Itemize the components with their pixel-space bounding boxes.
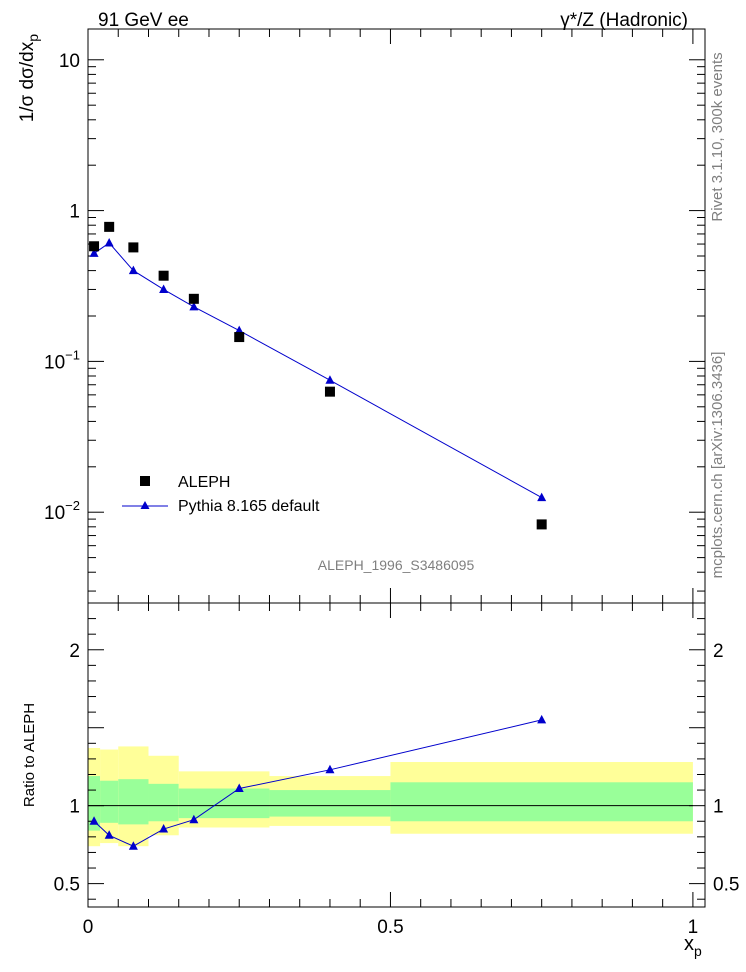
ratio-line	[93, 719, 542, 847]
ratio-y-tick-label-right: 2	[713, 641, 724, 662]
analysis-id: ALEPH_1996_S3486095	[318, 557, 475, 573]
ratio-frame	[87, 602, 706, 908]
mc-point	[89, 248, 99, 257]
title-right: γ*/Z (Hadronic)	[560, 10, 688, 31]
mc-point	[537, 492, 547, 502]
ratio-band-inner	[148, 783, 179, 822]
ratio-panel: 0 0.5 10.5 0.51 12 2	[54, 602, 739, 938]
x-axis-label-main: x	[684, 933, 694, 955]
mc-point	[325, 375, 335, 384]
ratio-point	[128, 841, 138, 850]
data-point	[128, 242, 139, 253]
ratio-point	[104, 830, 114, 839]
legend: ALEPH Pythia 8.165 default	[122, 474, 320, 515]
mc-point	[234, 325, 244, 335]
main-y-label-main: 1/σ dσ/dx	[17, 41, 38, 122]
rivet-label: Rivet 3.1.10, 300k events	[709, 52, 726, 221]
mcplots-label: mcplots.cern.ch [arXiv:1306.3436]	[709, 352, 726, 579]
data-point	[158, 270, 169, 281]
x-tick-label: 0.5	[377, 917, 403, 938]
main-y-tick-mantissa: 10	[44, 352, 65, 373]
legend-label-pythia: Pythia 8.165 default	[178, 498, 320, 515]
x-tick-label: 1	[688, 917, 699, 938]
main-y-tick-exponent: −2	[65, 498, 80, 513]
main-frame	[87, 28, 706, 604]
ratio-band-inner	[269, 790, 391, 817]
data-point	[234, 332, 245, 343]
ratio-point	[537, 714, 547, 724]
x-axis-label: xp	[684, 933, 702, 959]
ratio-band-inner	[100, 780, 119, 823]
data-point	[324, 386, 335, 397]
main-y-tick-label: 10−2	[44, 498, 80, 524]
ratio-y-tick-label-left: 0.5	[54, 875, 80, 896]
ratio-point	[325, 764, 335, 774]
legend-marker-pythia	[140, 501, 150, 509]
x-axis-label-sub: p	[694, 943, 702, 959]
mc-point	[189, 301, 199, 311]
main-y-tick-label: 1	[69, 202, 80, 223]
ratio-point	[234, 783, 244, 793]
main-y-label: 1/σ dσ/dxp	[17, 34, 41, 123]
data-point	[104, 221, 115, 232]
title-left: 91 GeV ee	[98, 10, 189, 31]
ratio-y-tick-label-left: 1	[69, 797, 80, 818]
mc-point	[104, 237, 114, 247]
data-point	[188, 293, 199, 304]
main-y-tick-exponent: −1	[65, 347, 80, 362]
mc-point	[128, 265, 138, 275]
ratio-band-inner	[118, 779, 149, 825]
ratio-y-tick-label-right: 0.5	[713, 875, 739, 896]
data-point	[536, 519, 547, 530]
main-y-label-sub: p	[25, 34, 41, 42]
data-point	[89, 241, 100, 252]
x-tick-label: 0	[83, 917, 94, 938]
ratio-band-inner	[390, 782, 693, 822]
ratio-point	[89, 816, 99, 825]
ratio-point	[189, 814, 199, 824]
main-y-tick-mantissa: 10	[44, 503, 65, 524]
ratio-band-inner	[178, 788, 270, 819]
ratio-point	[159, 824, 169, 833]
mc-point	[159, 284, 169, 293]
main-y-tick-label: 10	[59, 51, 80, 72]
ratio-y-label: Ratio to ALEPH	[21, 703, 38, 807]
main-y-tick-label: 10−1	[44, 347, 80, 373]
ratio-y-tick-label-right: 1	[713, 797, 724, 818]
mc-line	[93, 242, 542, 499]
ratio-y-tick-label-left: 2	[69, 641, 80, 662]
legend-marker-aleph	[140, 476, 150, 486]
legend-label-aleph: ALEPH	[178, 474, 230, 491]
